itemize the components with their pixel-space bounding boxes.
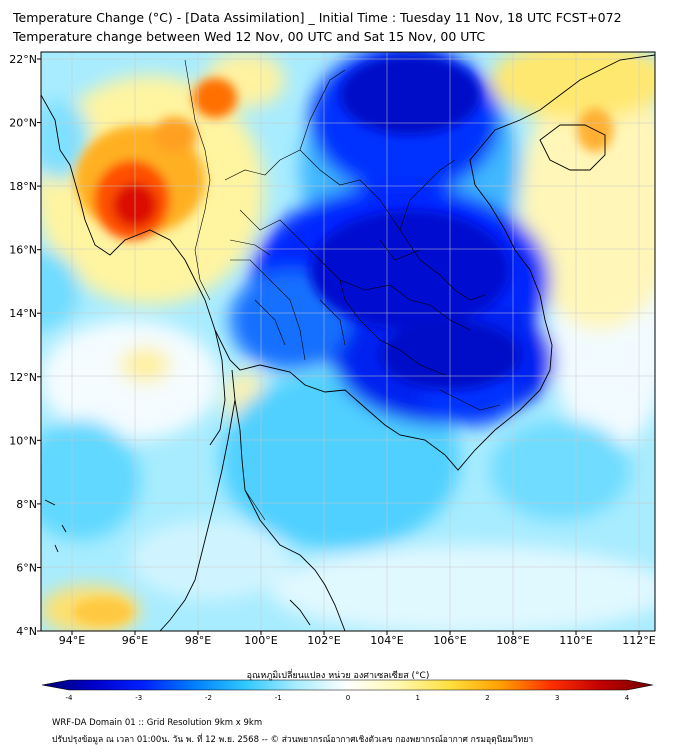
latitude-tick-label: 14°N [9,307,37,320]
longitude-tick-label: 96°E [122,634,148,647]
latitude-tick-label: 6°N [16,561,37,574]
borders [184,59,501,521]
colorbar-tick-label: 1 [416,694,420,702]
latitude-tick-label: 10°N [9,434,37,447]
longitude-tick-label: 94°E [59,634,85,647]
latitude-tick-label: 20°N [9,117,37,130]
longitude-tick-label: 106°E [433,634,466,647]
latitude-tick-label: 4°N [16,625,37,638]
longitude-tick-label: 100°E [244,634,277,647]
colorbar-tick-label: 3 [555,694,559,702]
colorbar-tick-labels: -4 -3 -2 -1 0 1 2 3 4 [66,694,630,702]
map-frame [40,51,656,632]
map-title: Temperature Change (°C) - [Data Assimila… [13,10,622,25]
longitude-tick-label: 98°E [185,634,211,647]
colorbar-tick-label: -2 [205,694,212,702]
footer-credit: ปรับปรุงข้อมูล ณ เวลา 01:00น. วัน พ. ที่… [52,735,534,745]
colorbar-tick-label: 2 [485,694,489,702]
latitude-tick-labels: 22°N 20°N 18°N 16°N 14°N 12°N 10°N 8°N 6°N 4°N [9,53,41,638]
colorbar-tick-label: -4 [66,694,74,702]
latitude-tick-label: 8°N [16,498,37,511]
longitude-tick-label: 110°E [559,634,592,647]
coastlines [41,54,655,631]
map-subtitle: Temperature change between Wed 12 Nov, 0… [13,29,486,44]
footer-domain-info: WRF-DA Domain 01 :: Grid Resolution 9km … [52,718,263,728]
latitude-tick-label: 18°N [9,180,37,193]
graticule [41,52,655,631]
colorbar-tick-label: 0 [346,694,350,702]
longitude-tick-label: 104°E [370,634,403,647]
colorbar-gradient [41,679,654,691]
colorbar-tick-label: 4 [625,694,630,702]
longitude-tick-label: 108°E [496,634,529,647]
latitude-tick-label: 22°N [9,53,37,66]
colorbar-tick-label: -1 [275,694,282,702]
colorbar-tick-label: -3 [135,694,142,702]
temperature-field [41,52,655,631]
longitude-tick-labels: 94°E 96°E 98°E 100°E 102°E 104°E 106°E 108°E 110… [59,631,656,647]
latitude-tick-label: 16°N [9,244,37,257]
colorbar-label: อุณหภูมิเปลี่ยนแปลง หน่วย องศาเซลเซียส (… [246,671,430,681]
colorbar: -4 -3 -2 -1 0 1 2 3 4 [41,679,654,702]
longitude-tick-label: 112°E [622,634,655,647]
longitude-tick-label: 102°E [307,634,340,647]
latitude-tick-label: 12°N [9,371,37,384]
